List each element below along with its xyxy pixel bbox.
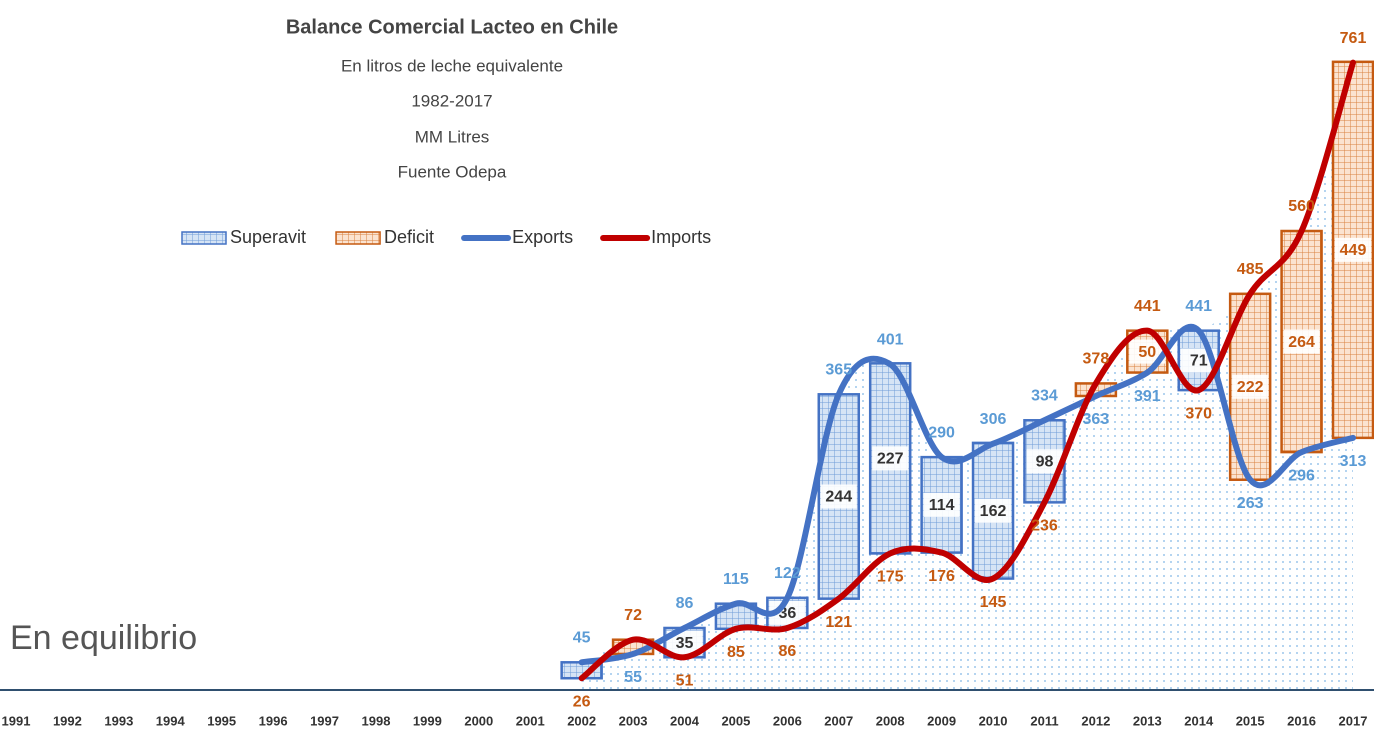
x-tick-label: 1993 xyxy=(104,713,133,728)
backdrop xyxy=(581,62,1353,690)
bar-label-box xyxy=(975,498,1012,523)
x-tick-label: 2006 xyxy=(773,713,802,728)
data-label: 51 xyxy=(676,673,694,690)
chart-subtitle: Fuente Odepa xyxy=(398,162,507,181)
data-label: 761 xyxy=(1340,30,1367,47)
x-tick-label: 1995 xyxy=(207,713,236,728)
x-tick-label: 2014 xyxy=(1184,713,1214,728)
data-label: 485 xyxy=(1237,261,1264,278)
data-label: 55 xyxy=(624,669,642,686)
x-tick-label: 2004 xyxy=(670,713,700,728)
data-label: 391 xyxy=(1134,388,1161,405)
x-tick-label: 2016 xyxy=(1287,713,1316,728)
data-label: 363 xyxy=(1083,411,1110,428)
bar-label-box xyxy=(820,484,857,509)
data-label: 378 xyxy=(1083,351,1110,368)
data-label: 121 xyxy=(825,614,852,631)
x-tick-label: 1997 xyxy=(310,713,339,728)
bar-label: 244 xyxy=(825,489,852,506)
line xyxy=(578,324,1356,666)
x-tick-label: 2002 xyxy=(567,713,596,728)
x-tick-label: 1991 xyxy=(2,713,31,728)
chart-subtitle: 1982-2017 xyxy=(411,91,492,110)
data-label: 115 xyxy=(723,571,749,588)
x-tick-label: 1999 xyxy=(413,713,442,728)
bar-label-box xyxy=(1335,237,1371,262)
data-label: 26 xyxy=(573,693,591,710)
data-label: 175 xyxy=(877,569,904,586)
x-tick-label: 2001 xyxy=(516,713,545,728)
x-tick-label: 1994 xyxy=(156,713,186,728)
line xyxy=(578,59,1356,682)
x-tick-label: 1998 xyxy=(362,713,391,728)
legend-swatch xyxy=(335,231,381,245)
data-label: 296 xyxy=(1288,467,1315,484)
bar-label: 98 xyxy=(1036,454,1054,471)
legend-swatch xyxy=(181,231,227,245)
chart-subtitle: MM Litres xyxy=(415,127,490,146)
chart-subtitle: En litros de leche equivalente xyxy=(341,56,563,75)
data-label: 72 xyxy=(624,607,642,624)
data-label: 263 xyxy=(1237,495,1264,512)
data-label: 370 xyxy=(1185,405,1212,422)
x-tick-label: 1996 xyxy=(259,713,288,728)
bar-label-box xyxy=(1232,374,1269,399)
bar-label: 35 xyxy=(676,635,694,652)
x-tick-label: 2009 xyxy=(927,713,956,728)
data-label: 365 xyxy=(825,362,852,379)
data-label: 401 xyxy=(877,331,904,348)
bar-label-box xyxy=(872,446,909,471)
x-tick-label: 2008 xyxy=(876,713,905,728)
data-label: 122 xyxy=(774,565,801,582)
x-tick-label: 2010 xyxy=(979,713,1008,728)
data-label: 45 xyxy=(573,630,591,647)
x-tick-label: 2003 xyxy=(619,713,648,728)
data-label: 86 xyxy=(778,643,796,660)
x-tick-label: 2013 xyxy=(1133,713,1162,728)
bar-label-box xyxy=(1283,329,1320,354)
data-label: 85 xyxy=(727,644,745,661)
x-tick-label: 2000 xyxy=(464,713,493,728)
legend-label: Exports xyxy=(512,227,573,247)
data-label: 145 xyxy=(980,594,1007,611)
data-label: 236 xyxy=(1031,518,1058,535)
annotation: En equilibrio xyxy=(10,619,197,657)
bar-label: 114 xyxy=(929,497,955,514)
bar-label: 227 xyxy=(877,451,904,468)
data-label: 441 xyxy=(1134,298,1161,315)
bar-label: 222 xyxy=(1237,379,1264,396)
x-tick-label: 2017 xyxy=(1339,713,1368,728)
x-tick-label: 2005 xyxy=(721,713,750,728)
data-label: 560 xyxy=(1288,198,1315,215)
data-label: 176 xyxy=(928,568,955,585)
x-tick-label: 1992 xyxy=(53,713,82,728)
x-tick-label: 2015 xyxy=(1236,713,1265,728)
data-label: 313 xyxy=(1340,453,1367,470)
bar-label: 50 xyxy=(1138,344,1156,361)
chart-title: Balance Comercial Lacteo en Chile xyxy=(286,16,618,38)
x-tick-label: 2012 xyxy=(1081,713,1110,728)
legend-label: Deficit xyxy=(384,227,434,247)
data-label: 334 xyxy=(1031,387,1058,404)
legend-label: Superavit xyxy=(230,227,306,247)
data-label: 306 xyxy=(980,411,1007,428)
data-label: 290 xyxy=(928,424,955,441)
bar-label: 264 xyxy=(1288,334,1315,351)
x-tick-label: 2011 xyxy=(1030,713,1058,728)
bar-label: 162 xyxy=(980,503,1007,520)
legend-label: Imports xyxy=(651,227,711,247)
bar-label-box xyxy=(923,492,960,517)
x-tick-label: 2007 xyxy=(824,713,853,728)
data-label: 441 xyxy=(1185,298,1212,315)
data-label: 86 xyxy=(676,595,694,612)
bar-label: 449 xyxy=(1340,242,1367,259)
bar-label: 71 xyxy=(1190,353,1208,370)
